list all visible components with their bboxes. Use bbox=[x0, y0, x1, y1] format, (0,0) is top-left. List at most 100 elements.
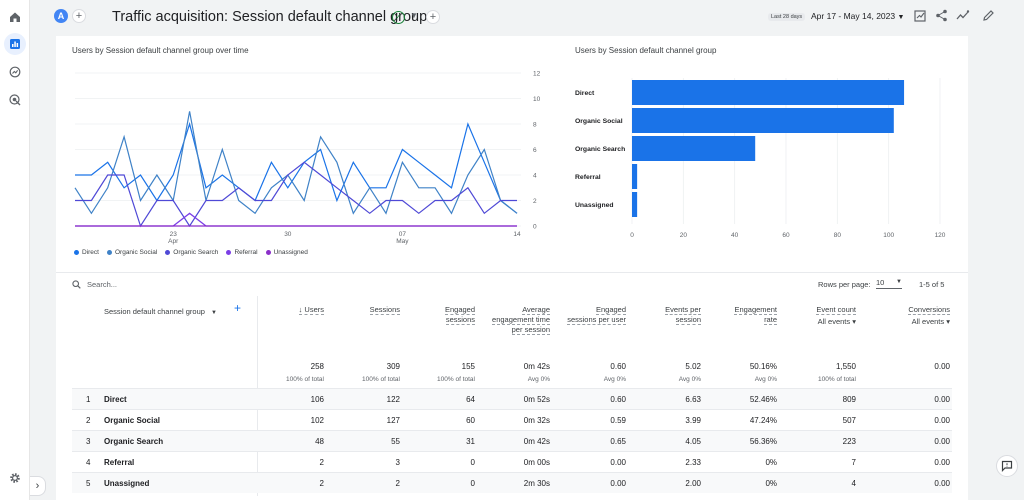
table-cell: 0 bbox=[470, 458, 475, 467]
line-chart-title: Users by Session default channel group o… bbox=[72, 46, 249, 55]
column-total-subtext: Avg 0% bbox=[678, 376, 701, 383]
insights-icon[interactable] bbox=[956, 9, 970, 23]
column-header[interactable]: Engaged sessions bbox=[425, 305, 475, 325]
table-row[interactable]: 2 Organic Social 102 127 60 0m 32s 0.59 3.99 47.… bbox=[72, 409, 952, 430]
search-input[interactable]: Search... bbox=[87, 280, 118, 289]
table-cell: 0 bbox=[470, 479, 475, 488]
legend-item[interactable]: Organic Social bbox=[106, 249, 157, 256]
column-header-label: ↓ Users bbox=[298, 305, 324, 315]
legend-dot-icon bbox=[226, 249, 232, 255]
row-channel-name[interactable]: Organic Social bbox=[104, 416, 161, 425]
table-cell: 2m 30s bbox=[523, 479, 550, 488]
table-row[interactable]: 4 Referral 2 3 0 0m 00s 0.00 2.33 0% 7 0.00 bbox=[72, 451, 952, 472]
comparison-avatar[interactable]: A bbox=[54, 9, 68, 23]
advertising-icon[interactable] bbox=[7, 92, 23, 108]
row-channel-name[interactable]: Organic Search bbox=[104, 437, 164, 446]
column-header-label: Average engagement time per session bbox=[492, 305, 550, 335]
add-filter-plus-icon[interactable]: + bbox=[426, 10, 440, 24]
row-channel-name[interactable]: Direct bbox=[104, 395, 127, 404]
event-filter-dropdown[interactable]: All events ▾ bbox=[911, 317, 950, 326]
column-total: 309 bbox=[386, 362, 400, 371]
chevron-down-icon[interactable]: ▼ bbox=[410, 11, 418, 20]
row-index: 2 bbox=[86, 416, 91, 425]
date-range-text: Apr 17 - May 14, 2023 bbox=[811, 11, 896, 21]
explore-icon[interactable] bbox=[7, 64, 23, 80]
legend-label: Referral bbox=[234, 249, 258, 256]
table-cell: 0% bbox=[765, 458, 777, 467]
row-channel-name[interactable]: Unassigned bbox=[104, 479, 150, 488]
rows-per-page-value: 10 bbox=[876, 278, 885, 287]
table-cell: 3.99 bbox=[685, 416, 701, 425]
page-title: Traffic acquisition: Session default cha… bbox=[112, 9, 428, 25]
settings-gear-icon[interactable] bbox=[7, 470, 23, 486]
table-row[interactable]: 1 Direct 106 122 64 0m 52s 0.60 6.63 52.46% 809 0.… bbox=[72, 388, 952, 409]
home-icon[interactable] bbox=[7, 9, 23, 25]
customize-report-icon[interactable] bbox=[914, 9, 928, 23]
dimension-dropdown-chevron-icon: ▼ bbox=[211, 310, 217, 316]
legend-item[interactable]: Unassigned bbox=[265, 249, 308, 256]
table-cell: 2 bbox=[319, 479, 324, 488]
share-icon[interactable] bbox=[935, 9, 949, 23]
table-cell: 47.24% bbox=[749, 416, 777, 425]
row-index: 3 bbox=[86, 437, 91, 446]
column-header-label: Engagement rate bbox=[734, 305, 777, 325]
table-search[interactable]: Search... bbox=[72, 280, 117, 289]
dimension-header[interactable]: Session default channel group ▼ bbox=[104, 307, 234, 318]
rows-per-page-select[interactable]: 10 ▼ bbox=[876, 278, 902, 289]
column-header[interactable]: Sessions bbox=[340, 305, 400, 315]
legend-item[interactable]: Direct bbox=[74, 249, 99, 256]
column-header[interactable]: Average engagement time per session bbox=[490, 305, 550, 335]
column-total: 0.00 bbox=[934, 362, 950, 371]
date-preset-badge: Last 28 days bbox=[768, 13, 806, 21]
column-header[interactable]: Engaged sessions per user bbox=[566, 305, 626, 325]
date-range-picker[interactable]: Apr 17 - May 14, 2023 ▼ bbox=[811, 11, 904, 21]
column-header[interactable]: Events per session bbox=[651, 305, 701, 325]
column-header-label: Sessions bbox=[369, 305, 400, 315]
rows-dropdown-chevron-icon: ▼ bbox=[896, 279, 902, 285]
table-cell: 56.36% bbox=[749, 437, 777, 446]
date-dropdown-chevron-icon: ▼ bbox=[897, 14, 905, 21]
column-header-label: Event count bbox=[816, 305, 856, 315]
table-cell: 0m 32s bbox=[523, 416, 550, 425]
column-total-subtext: 100% of total bbox=[362, 376, 400, 383]
table-cell: 0.60 bbox=[610, 395, 626, 404]
column-header[interactable]: ↓ Users bbox=[264, 305, 324, 315]
table-cell: 0% bbox=[765, 479, 777, 488]
table-row[interactable]: 3 Organic Search 48 55 31 0m 42s 0.65 4.05 56.36… bbox=[72, 430, 952, 451]
column-header-label: Engaged sessions per user bbox=[567, 305, 626, 325]
table-cell: 3 bbox=[395, 458, 400, 467]
table-cell: 0.00 bbox=[610, 479, 626, 488]
page-info: 1-5 of 5 bbox=[919, 280, 945, 289]
column-total: 1,550 bbox=[835, 362, 856, 371]
table-cell: 809 bbox=[842, 395, 856, 404]
legend-item[interactable]: Referral bbox=[226, 249, 258, 256]
column-header[interactable]: Conversions All events ▾ bbox=[890, 305, 950, 327]
column-header-label: Events per session bbox=[665, 305, 701, 325]
column-total: 5.02 bbox=[685, 362, 701, 371]
add-comparison-plus-icon[interactable]: + bbox=[72, 9, 86, 23]
table-cell: 4.05 bbox=[685, 437, 701, 446]
column-header-label: Conversions bbox=[908, 305, 950, 315]
reports-icon[interactable] bbox=[4, 33, 26, 55]
column-total: 0.60 bbox=[610, 362, 626, 371]
column-header[interactable]: Event count All events ▾ bbox=[796, 305, 856, 327]
column-total: 155 bbox=[461, 362, 475, 371]
row-index: 4 bbox=[86, 458, 91, 467]
table-row[interactable]: 5 Unassigned 2 2 0 2m 30s 0.00 2.00 0% 4 0.00 bbox=[72, 472, 952, 493]
feedback-chat-icon[interactable] bbox=[996, 455, 1018, 477]
event-filter-dropdown[interactable]: All events ▾ bbox=[817, 317, 856, 326]
table-cell: 0m 42s bbox=[523, 437, 550, 446]
table-cell: 223 bbox=[842, 437, 856, 446]
row-channel-name[interactable]: Referral bbox=[104, 458, 135, 467]
table-cell: 0.00 bbox=[934, 458, 950, 467]
column-total-subtext: Avg 0% bbox=[754, 376, 777, 383]
table-cell: 6.63 bbox=[685, 395, 701, 404]
table-cell: 0.00 bbox=[610, 458, 626, 467]
edit-pencil-icon[interactable] bbox=[982, 9, 996, 23]
add-dimension-plus-icon[interactable]: + bbox=[234, 301, 242, 315]
column-header[interactable]: Engagement rate bbox=[727, 305, 777, 325]
legend-dot-icon bbox=[74, 249, 79, 255]
table-cell: 7 bbox=[851, 458, 856, 467]
legend-item[interactable]: Organic Search bbox=[165, 249, 218, 256]
expand-nav-chevron-icon[interactable]: › bbox=[30, 476, 46, 496]
